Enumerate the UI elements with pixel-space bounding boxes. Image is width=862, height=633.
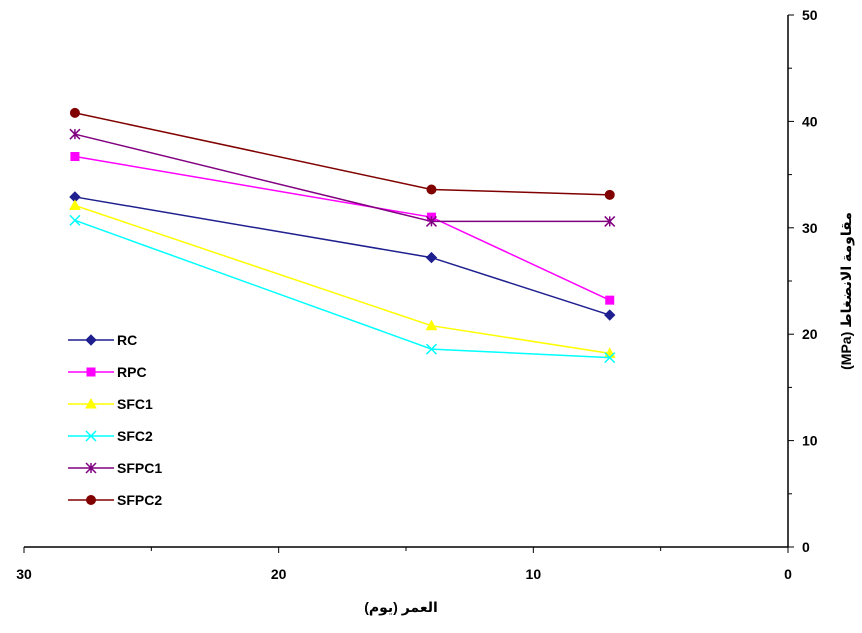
x-axis-title: العمر (يوم) bbox=[364, 599, 438, 616]
y-axis-title: مقاومة الانضغاط (MPa) bbox=[838, 212, 855, 370]
legend-label: RC bbox=[117, 332, 137, 348]
data-point-rc bbox=[604, 309, 616, 321]
data-point-sfc2 bbox=[425, 343, 437, 355]
legend-label: SFPC1 bbox=[117, 460, 162, 476]
legend-entry-sfc2: SFC2 bbox=[68, 428, 153, 444]
data-point-rc bbox=[425, 251, 438, 264]
legend-label: SFC2 bbox=[117, 428, 153, 444]
series-layer bbox=[69, 107, 616, 364]
data-point-sfpc2 bbox=[604, 189, 615, 200]
series-sfpc2 bbox=[69, 107, 615, 200]
y-tick-label: 30 bbox=[802, 220, 818, 236]
legend-marker bbox=[85, 397, 97, 409]
series-sfpc1 bbox=[69, 128, 616, 227]
axes: 30 20 10 00 10 20 30 40 50 bbox=[16, 7, 818, 582]
legend-label: RPC bbox=[117, 364, 147, 380]
legend-entry-sfc1: SFC1 bbox=[68, 396, 153, 412]
data-point-sfpc2 bbox=[426, 184, 437, 195]
legend-entry-rc: RC bbox=[68, 332, 137, 348]
data-point-sfpc2 bbox=[69, 107, 80, 118]
x-tick-label: 0 bbox=[784, 566, 792, 582]
data-point-sfpc1 bbox=[69, 128, 81, 140]
series-line-rpc bbox=[74, 155, 611, 301]
data-point-sfpc1 bbox=[604, 215, 616, 227]
data-point-sfc1 bbox=[69, 199, 81, 210]
data-point-rpc bbox=[70, 152, 80, 162]
x-tick-label: 30 bbox=[16, 566, 32, 582]
series-sfc2 bbox=[69, 214, 616, 364]
y-tick-label: 0 bbox=[802, 539, 810, 555]
legend-label: SFC1 bbox=[117, 396, 153, 412]
legend-marker bbox=[85, 430, 97, 442]
series-line-sfpc1 bbox=[74, 133, 610, 223]
data-point-sfpc1 bbox=[425, 215, 437, 227]
series-line-rc bbox=[74, 196, 610, 316]
series-line-sfc1 bbox=[74, 204, 610, 355]
x-tick-label: 20 bbox=[271, 566, 287, 582]
legend-entry-sfpc1: SFPC1 bbox=[68, 460, 162, 476]
legend-entry-sfpc2: SFPC2 bbox=[68, 492, 162, 508]
y-tick-label: 40 bbox=[802, 113, 818, 129]
series-rpc bbox=[70, 152, 615, 305]
data-point-sfc1 bbox=[425, 319, 438, 331]
data-point-sfc2 bbox=[604, 352, 616, 364]
legend-marker bbox=[86, 495, 96, 505]
legend-marker bbox=[86, 367, 96, 377]
legend: RC RPC SFC1 SFC2 SFPC1 SFPC2 bbox=[68, 332, 162, 508]
data-point-sfc2 bbox=[69, 214, 81, 226]
y-tick-label: 50 bbox=[802, 7, 818, 23]
legend-marker bbox=[85, 334, 97, 346]
series-sfc1 bbox=[69, 199, 616, 358]
data-point-rpc bbox=[605, 295, 615, 305]
legend-entry-rpc: RPC bbox=[68, 364, 147, 380]
x-tick-label: 10 bbox=[526, 566, 542, 582]
legend-label: SFPC2 bbox=[117, 492, 162, 508]
y-tick-label: 20 bbox=[802, 326, 818, 342]
y-tick-label: 10 bbox=[802, 433, 818, 449]
series-rc bbox=[69, 191, 616, 321]
legend-marker bbox=[85, 462, 97, 474]
